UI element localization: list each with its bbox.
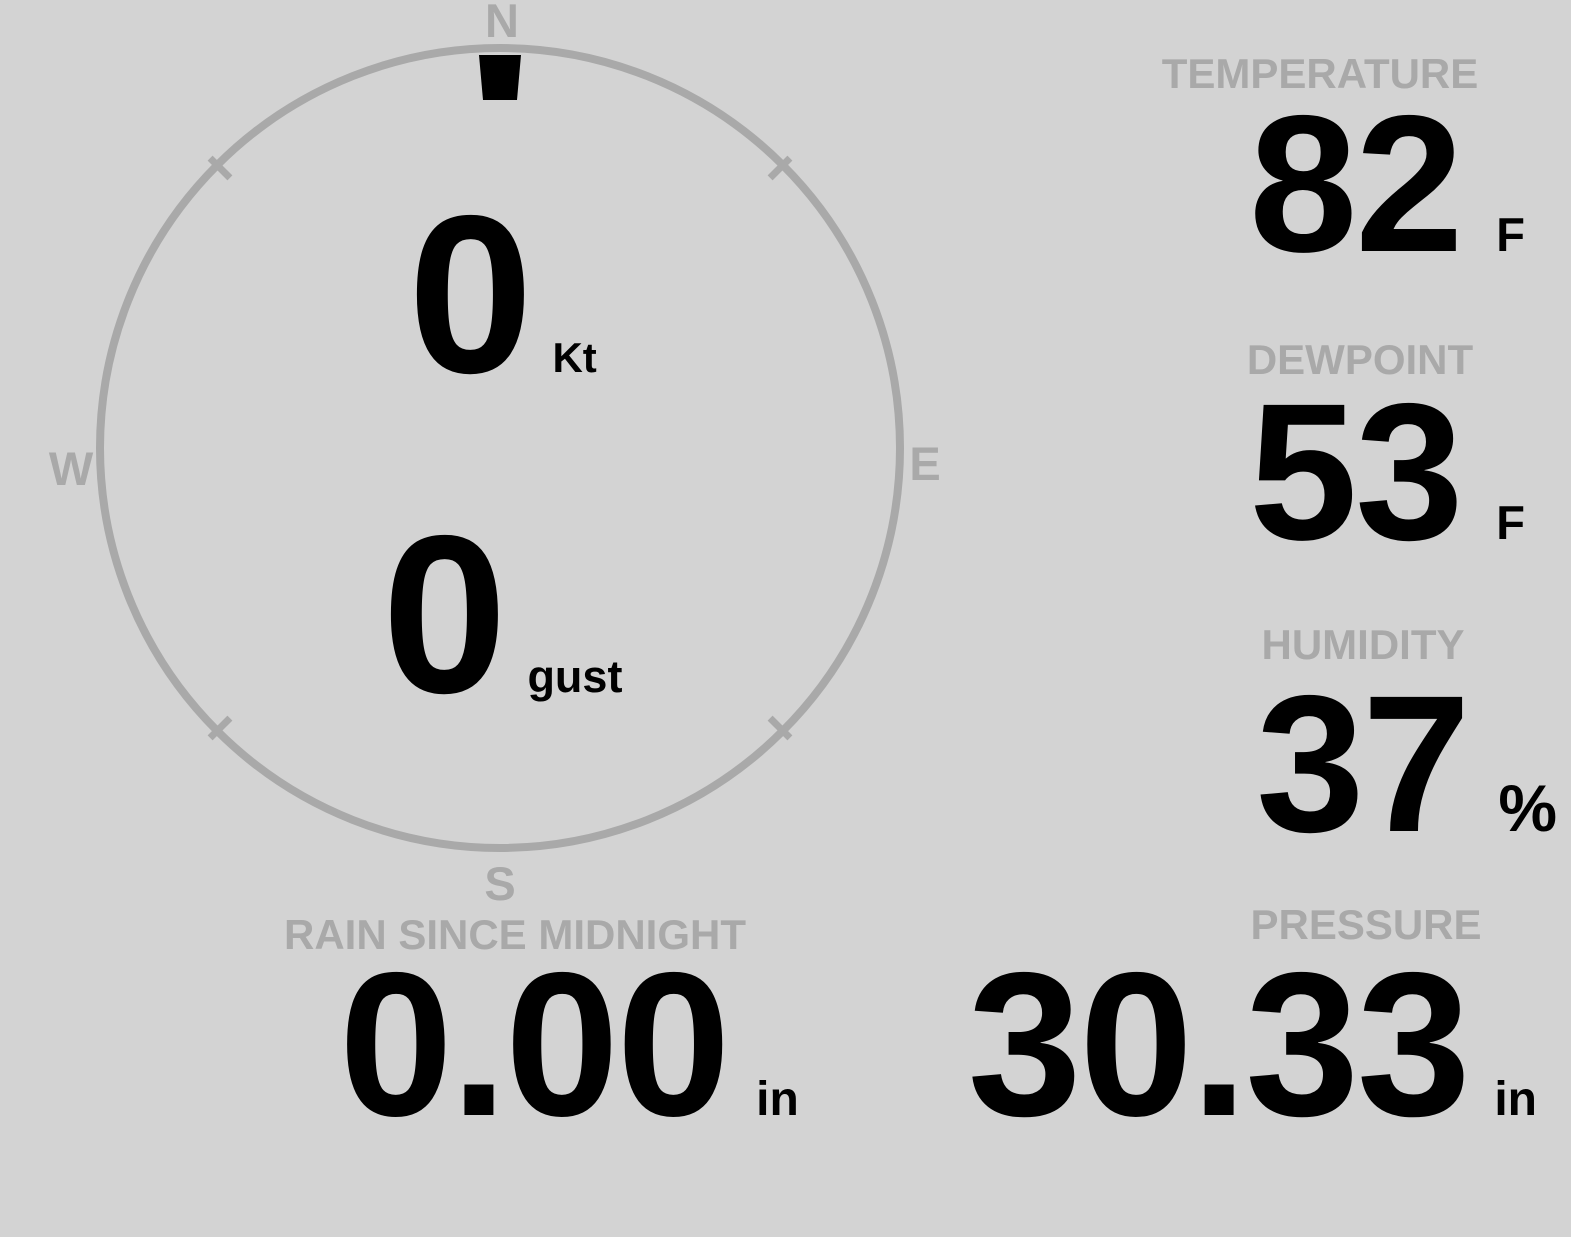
- compass-ring-graphic: [96, 44, 904, 852]
- rain-unit: in: [756, 1073, 799, 1126]
- dewpoint-value: 53: [1249, 363, 1464, 581]
- pressure-readout: 30.33 in: [968, 942, 1537, 1147]
- rain-value: 0.00: [339, 930, 731, 1159]
- compass-label-east: E: [909, 437, 941, 490]
- compass-label-south: S: [484, 857, 516, 910]
- dewpoint-label: DEWPOINT: [1246, 336, 1474, 383]
- humidity-label: HUMIDITY: [1261, 621, 1465, 668]
- pressure-value: 30.33: [967, 930, 1471, 1159]
- humidity-value: 37: [1256, 655, 1471, 873]
- temperature-value: 82: [1249, 75, 1464, 293]
- wind-direction-marker: [479, 55, 521, 100]
- wind-speed-readout: 0 Kt: [408, 182, 597, 407]
- compass-tick-nw: [207, 155, 233, 181]
- compass-label-west: W: [48, 442, 94, 495]
- temperature-unit: F: [1496, 208, 1525, 261]
- humidity-readout: 37 %: [1256, 667, 1557, 862]
- temperature-readout: 82 F: [1249, 87, 1525, 282]
- compass-label-north: N: [485, 0, 519, 47]
- compass-tick-sw: [207, 715, 233, 741]
- compass-tick-se: [767, 715, 793, 741]
- compass-ring-circle: [96, 44, 904, 852]
- rain-label: RAIN SINCE MIDNIGHT: [284, 911, 746, 958]
- rain-readout: 0.00 in: [339, 942, 799, 1147]
- wind-gust-unit: gust: [527, 651, 623, 702]
- humidity-unit: %: [1498, 771, 1557, 845]
- compass-tick-ne: [767, 155, 793, 181]
- wind-speed-value: 0: [408, 168, 533, 420]
- temperature-label: TEMPERATURE: [1161, 50, 1479, 97]
- pressure-label: PRESSURE: [1250, 901, 1482, 948]
- dewpoint-unit: F: [1496, 496, 1525, 549]
- wind-gust-value: 0: [382, 488, 507, 740]
- dewpoint-readout: 53 F: [1249, 375, 1525, 570]
- wind-speed-unit: Kt: [552, 334, 597, 381]
- wind-gust-readout: 0 gust: [382, 502, 622, 727]
- pressure-unit: in: [1494, 1073, 1537, 1126]
